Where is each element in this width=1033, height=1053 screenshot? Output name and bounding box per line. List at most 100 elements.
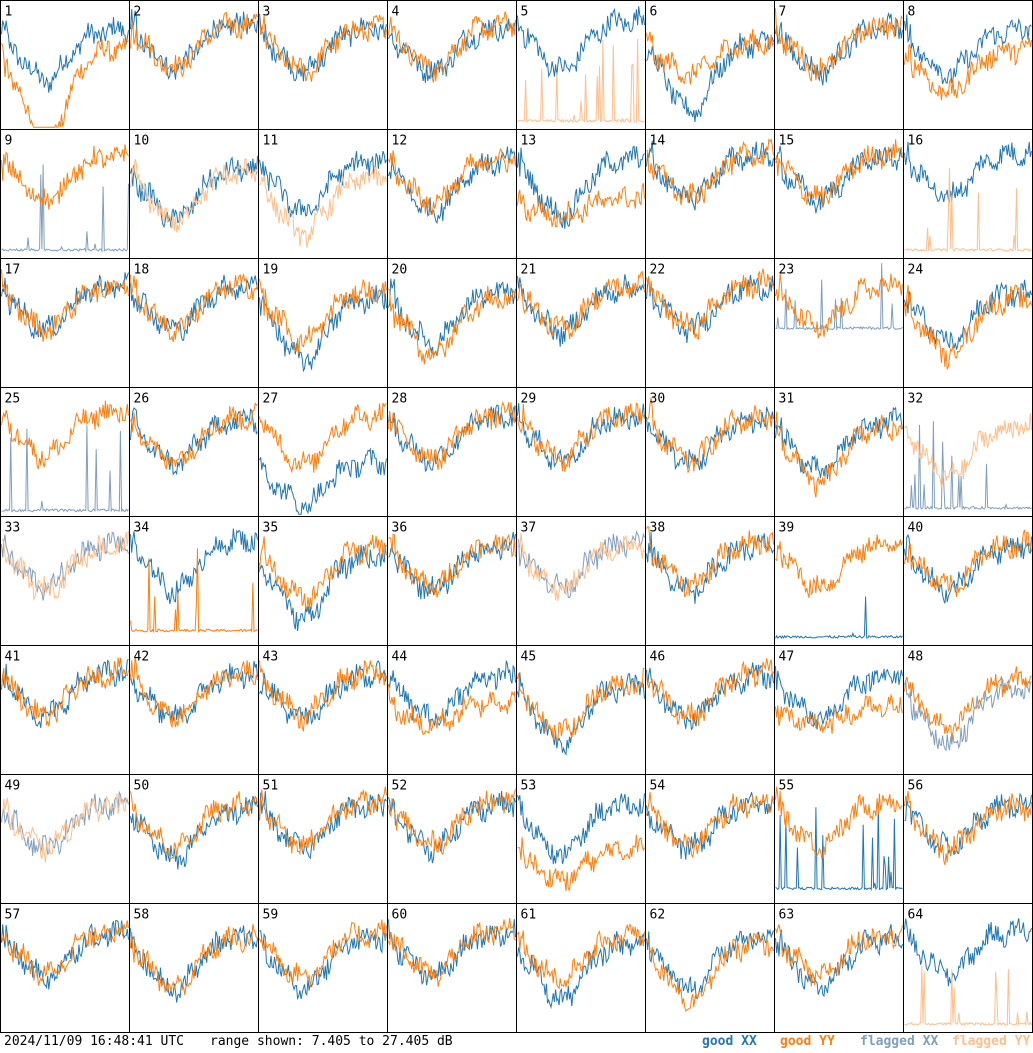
panel-29: 29 [516, 387, 646, 517]
panel-37: 37 [516, 516, 646, 646]
panel-36: 36 [387, 516, 517, 646]
panel-frame [258, 516, 388, 646]
panel-26: 26 [129, 387, 259, 517]
panel-label: 24 [908, 263, 924, 278]
panel-label: 50 [134, 779, 150, 794]
series-xx-9 [1, 164, 129, 253]
panel-22: 22 [645, 258, 775, 388]
panel-frame [129, 645, 259, 775]
panel-label: 17 [5, 263, 21, 278]
series-yy-1 [1, 38, 129, 128]
panel-label: 64 [908, 908, 924, 923]
panel-frame [774, 774, 904, 904]
panel-33: 33 [0, 516, 130, 646]
series-yy-4 [388, 11, 516, 83]
series-xx-29 [517, 403, 645, 471]
panel-23: 23 [774, 258, 904, 388]
panel-3: 3 [258, 0, 388, 130]
panel-label: 12 [392, 134, 408, 149]
panel-59: 59 [258, 903, 388, 1033]
series-yy-41 [1, 657, 129, 727]
series-yy-48 [904, 666, 1032, 740]
panel-frame [129, 387, 259, 517]
series-xx-12 [388, 146, 516, 225]
panel-4: 4 [387, 0, 517, 130]
panel-label: 3 [263, 5, 271, 20]
panel-label: 35 [263, 521, 279, 536]
legend-flagged-xx: flagged XX [860, 1034, 939, 1049]
panel-55: 55 [774, 774, 904, 904]
series-xx-49 [1, 790, 129, 856]
panel-label: 36 [392, 521, 408, 536]
panel-63: 63 [774, 903, 904, 1033]
series-yy-63 [775, 924, 903, 987]
panel-label: 41 [5, 650, 21, 665]
panel-label: 46 [650, 650, 666, 665]
series-xx-18 [130, 274, 258, 342]
panel-label: 4 [392, 5, 400, 20]
series-yy-12 [388, 148, 516, 215]
panel-58: 58 [129, 903, 259, 1033]
panel-13: 13 [516, 129, 646, 259]
series-yy-32 [904, 412, 1032, 489]
panel-label: 8 [908, 5, 916, 20]
series-xx-51 [259, 791, 387, 860]
panel-label: 18 [134, 263, 150, 278]
panel-27: 27 [258, 387, 388, 517]
panel-24: 24 [903, 258, 1033, 388]
series-xx-11 [259, 150, 387, 218]
panel-label: 9 [5, 134, 13, 149]
series-yy-56 [904, 790, 1032, 866]
panel-label: 7 [779, 5, 787, 20]
panel-frame [516, 774, 646, 904]
series-yy-29 [517, 402, 645, 472]
series-yy-44 [388, 684, 516, 736]
panel-frame [0, 903, 130, 1033]
series-xx-16 [904, 141, 1032, 204]
panel-42: 42 [129, 645, 259, 775]
series-xx-6 [646, 30, 774, 123]
panel-frame [129, 0, 259, 130]
panel-label: 43 [263, 650, 279, 665]
series-yy-30 [646, 397, 774, 474]
panel-frame [516, 0, 646, 130]
series-yy-45 [517, 667, 645, 741]
series-yy-47 [775, 693, 903, 734]
series-xx-48 [904, 678, 1032, 752]
panel-20: 20 [387, 258, 517, 388]
panel-64: 64 [903, 903, 1033, 1033]
panel-label: 23 [779, 263, 795, 278]
series-yy-23 [775, 273, 903, 339]
series-xx-39 [775, 596, 903, 639]
series-yy-34 [130, 548, 258, 634]
legend-good-yy: good YY [780, 1034, 835, 1049]
series-yy-20 [388, 285, 516, 365]
panel-frame [774, 0, 904, 130]
panel-57: 57 [0, 903, 130, 1033]
series-yy-13 [517, 182, 645, 228]
panel-32: 32 [903, 387, 1033, 517]
series-yy-52 [388, 789, 516, 856]
panel-46: 46 [645, 645, 775, 775]
series-yy-16 [904, 167, 1032, 253]
series-yy-55 [775, 786, 903, 859]
series-yy-33 [1, 531, 129, 602]
panel-label: 48 [908, 650, 924, 665]
series-yy-7 [775, 8, 903, 82]
panel-label: 5 [521, 5, 529, 20]
series-yy-9 [1, 144, 129, 210]
panel-label: 21 [521, 263, 537, 278]
series-yy-59 [259, 919, 387, 988]
series-xx-55 [775, 803, 903, 891]
panel-45: 45 [516, 645, 646, 775]
panel-label: 28 [392, 392, 408, 407]
panel-frame [903, 774, 1033, 904]
panel-label: 61 [521, 908, 537, 923]
series-yy-22 [646, 268, 774, 340]
series-xx-63 [775, 924, 903, 997]
panel-frame [0, 258, 130, 388]
panel-frame [645, 0, 775, 130]
panel-50: 50 [129, 774, 259, 904]
panel-7: 7 [774, 0, 904, 130]
series-yy-53 [517, 834, 645, 892]
